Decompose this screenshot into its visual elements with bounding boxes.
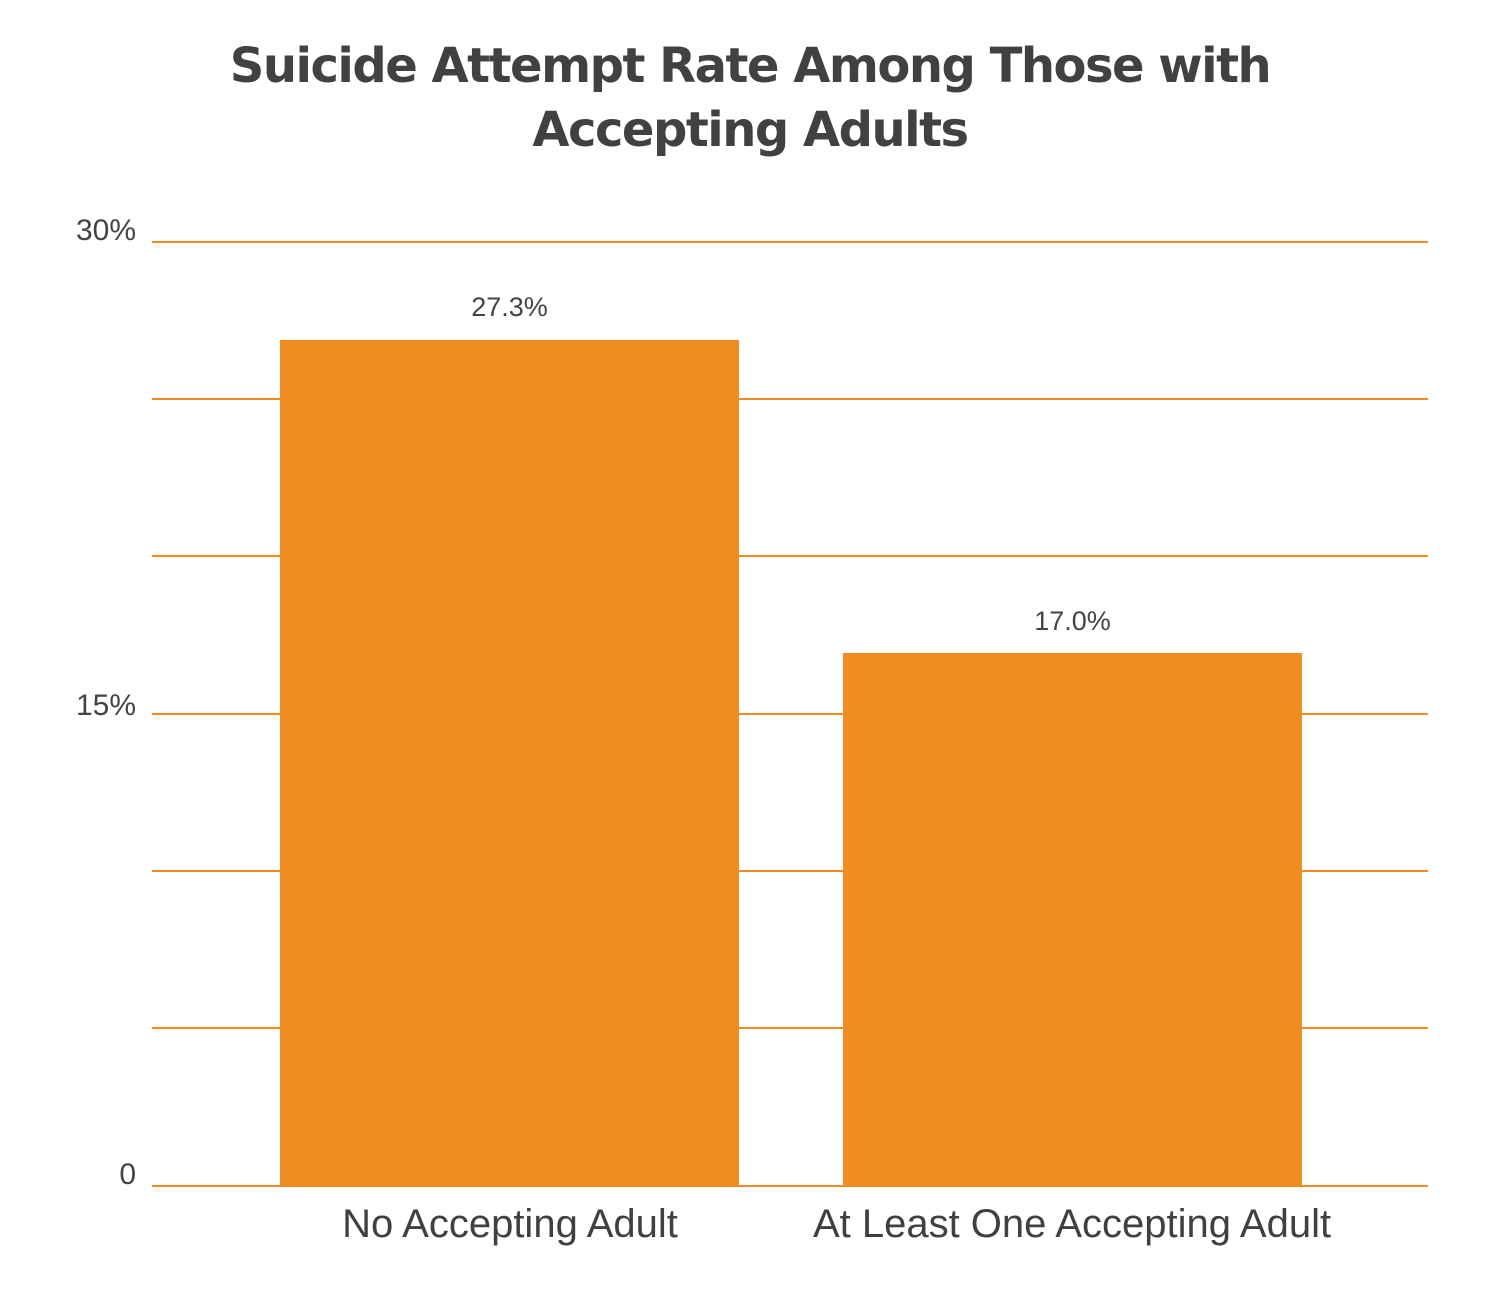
gridline-20 (152, 555, 1428, 557)
bar-no-accepting-adult (280, 340, 739, 1186)
bar-value-label-no-accepting-adult: 27.3% (471, 292, 548, 322)
chart-title: Suicide Attempt Rate Among Those with Ac… (0, 34, 1500, 162)
gridline-30 (152, 241, 1428, 243)
chart-title-line-2: Accepting Adults (532, 102, 969, 158)
gridline-0 (152, 1185, 1428, 1187)
chart-title-line-1: Suicide Attempt Rate Among Those with (229, 38, 1272, 94)
gridline-10 (152, 870, 1428, 872)
gridline-15 (152, 713, 1428, 715)
gridline-25 (152, 398, 1428, 400)
y-tick-label-15: 15% (75, 689, 136, 722)
y-tick-label-0: 0 (119, 1158, 136, 1191)
y-tick-label-30: 30% (75, 214, 136, 247)
x-category-label-no-accepting-adult: No Accepting Adult (342, 1202, 678, 1246)
x-category-label-at-least-one-accepting-adult: At Least One Accepting Adult (812, 1202, 1332, 1246)
bar-value-label-at-least-one-accepting-adult: 17.0% (1034, 606, 1111, 636)
bar-at-least-one-accepting-adult (843, 653, 1302, 1186)
gridline-5 (152, 1027, 1428, 1029)
